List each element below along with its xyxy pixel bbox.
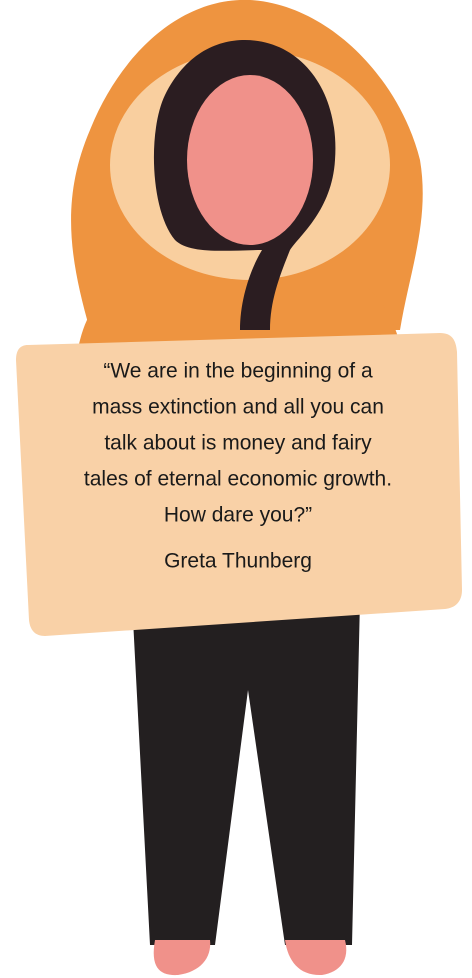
page: “We are in the beginning of a mass extinc… [0,0,472,978]
quote-line: tales of eternal economic growth. [84,468,392,491]
pants [132,600,360,945]
quote-line: “We are in the beginning of a [103,360,373,383]
face [187,75,313,245]
quote-line: talk about is money and fairy [104,432,372,455]
illustration: “We are in the beginning of a mass extinc… [0,0,472,978]
quote-line: mass extinction and all you can [92,396,384,419]
left-foot [154,940,211,975]
quote-line: How dare you?” [164,504,312,527]
right-foot [285,940,346,975]
author: Greta Thunberg [164,550,312,573]
